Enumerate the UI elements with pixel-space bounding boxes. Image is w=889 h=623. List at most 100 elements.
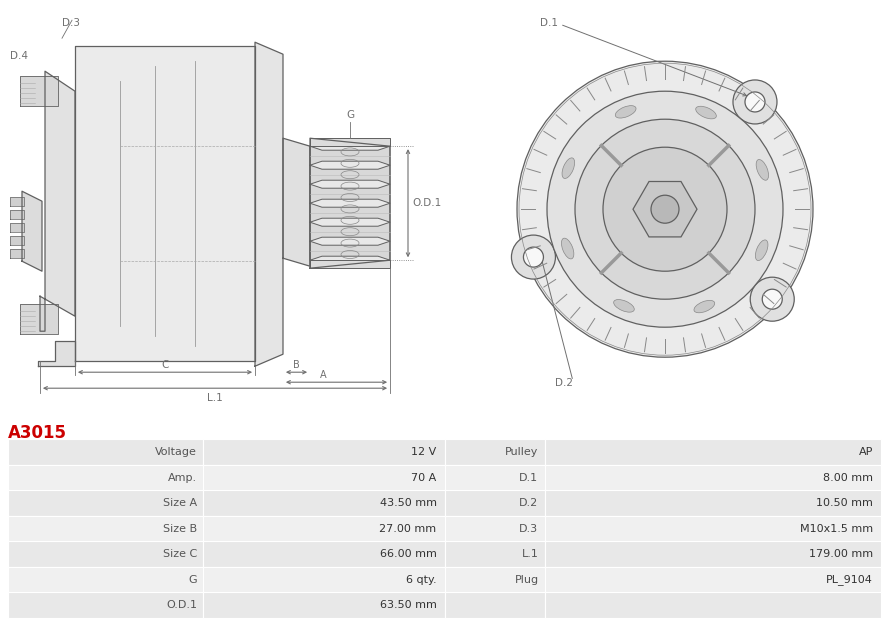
- Ellipse shape: [696, 107, 717, 119]
- Polygon shape: [310, 184, 390, 203]
- Bar: [8, 516, 203, 541]
- Bar: [544, 490, 881, 516]
- Polygon shape: [40, 71, 75, 331]
- Polygon shape: [310, 260, 390, 269]
- Bar: [544, 567, 881, 592]
- Bar: [203, 567, 444, 592]
- Polygon shape: [310, 138, 390, 146]
- Text: Voltage: Voltage: [155, 447, 197, 457]
- Polygon shape: [310, 203, 390, 222]
- Bar: [8, 465, 203, 490]
- Text: Size A: Size A: [163, 498, 197, 508]
- Text: L.1: L.1: [522, 549, 539, 559]
- Polygon shape: [283, 138, 310, 266]
- Ellipse shape: [613, 300, 634, 312]
- Bar: [444, 592, 544, 618]
- Bar: [544, 541, 881, 567]
- Bar: [444, 490, 544, 516]
- Bar: [444, 465, 544, 490]
- Polygon shape: [633, 181, 697, 237]
- Text: 27.00 mm: 27.00 mm: [380, 524, 436, 534]
- Bar: [203, 516, 444, 541]
- Text: Plug: Plug: [515, 575, 539, 585]
- Bar: [444, 516, 544, 541]
- Bar: [544, 439, 881, 465]
- Text: 43.50 mm: 43.50 mm: [380, 498, 436, 508]
- Bar: [203, 541, 444, 567]
- Polygon shape: [22, 191, 42, 271]
- Circle shape: [762, 289, 782, 309]
- Text: 10.50 mm: 10.50 mm: [816, 498, 873, 508]
- Polygon shape: [75, 46, 255, 361]
- Ellipse shape: [562, 238, 573, 259]
- Polygon shape: [310, 138, 390, 269]
- Text: A: A: [320, 370, 326, 380]
- Polygon shape: [10, 236, 24, 245]
- Bar: [8, 439, 203, 465]
- Text: O.D.1: O.D.1: [166, 601, 197, 611]
- Polygon shape: [10, 223, 24, 232]
- Bar: [444, 439, 544, 465]
- Text: 70 A: 70 A: [412, 473, 436, 483]
- Polygon shape: [10, 210, 24, 219]
- Polygon shape: [310, 146, 390, 165]
- Text: B: B: [292, 360, 300, 370]
- Bar: [203, 490, 444, 516]
- Text: 179.00 mm: 179.00 mm: [809, 549, 873, 559]
- Polygon shape: [20, 304, 58, 334]
- Text: O.D.1: O.D.1: [412, 198, 441, 208]
- Circle shape: [511, 235, 556, 279]
- Text: Amp.: Amp.: [168, 473, 197, 483]
- Text: 12 V: 12 V: [412, 447, 436, 457]
- Ellipse shape: [562, 158, 574, 179]
- Bar: [444, 567, 544, 592]
- Text: 6 qty.: 6 qty.: [406, 575, 436, 585]
- Ellipse shape: [756, 240, 768, 260]
- Text: M10x1.5 mm: M10x1.5 mm: [800, 524, 873, 534]
- Text: L.1: L.1: [207, 393, 223, 403]
- Bar: [8, 541, 203, 567]
- Circle shape: [524, 247, 543, 267]
- Text: 66.00 mm: 66.00 mm: [380, 549, 436, 559]
- Text: Size B: Size B: [163, 524, 197, 534]
- Circle shape: [733, 80, 777, 124]
- Bar: [8, 490, 203, 516]
- Polygon shape: [310, 165, 390, 184]
- Text: AP: AP: [859, 447, 873, 457]
- Ellipse shape: [757, 159, 769, 180]
- Text: A3015: A3015: [8, 424, 67, 442]
- Polygon shape: [310, 222, 390, 241]
- Text: D.2: D.2: [519, 498, 539, 508]
- Polygon shape: [310, 241, 390, 260]
- Text: G: G: [188, 575, 197, 585]
- Polygon shape: [38, 341, 75, 366]
- Text: D.4: D.4: [10, 51, 28, 61]
- Circle shape: [750, 277, 794, 321]
- Circle shape: [517, 61, 813, 357]
- Text: G: G: [346, 110, 354, 120]
- Text: D.1: D.1: [519, 473, 539, 483]
- Polygon shape: [10, 249, 24, 258]
- Text: D.2: D.2: [555, 378, 573, 388]
- Text: D.3: D.3: [519, 524, 539, 534]
- Bar: [203, 592, 444, 618]
- Circle shape: [603, 147, 727, 271]
- Text: Pulley: Pulley: [505, 447, 539, 457]
- Text: D.3: D.3: [62, 18, 80, 28]
- Circle shape: [575, 119, 755, 299]
- Bar: [203, 439, 444, 465]
- Circle shape: [651, 195, 679, 223]
- Text: 63.50 mm: 63.50 mm: [380, 601, 436, 611]
- Polygon shape: [255, 42, 283, 366]
- Bar: [8, 592, 203, 618]
- Text: C: C: [161, 360, 169, 370]
- Bar: [8, 567, 203, 592]
- Circle shape: [745, 92, 765, 112]
- Text: 8.00 mm: 8.00 mm: [823, 473, 873, 483]
- Ellipse shape: [615, 106, 636, 118]
- Circle shape: [547, 91, 783, 327]
- Text: PL_9104: PL_9104: [826, 574, 873, 585]
- Text: D.1: D.1: [540, 18, 558, 28]
- Polygon shape: [20, 76, 58, 106]
- Ellipse shape: [694, 300, 715, 313]
